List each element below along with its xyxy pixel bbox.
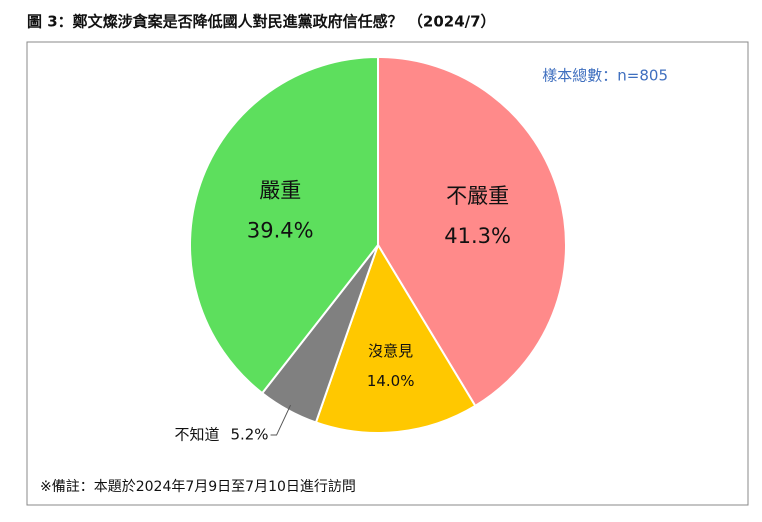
category-label: 不知道 bbox=[175, 426, 220, 444]
category-label: 沒意見 bbox=[368, 342, 413, 360]
category-label: 不嚴重 bbox=[446, 184, 509, 208]
chart-title: 圖 3：鄭文燦涉貪案是否降低國人對民進黨政府信任感？ （2024/7） bbox=[27, 13, 496, 31]
slice-label: 41.3% bbox=[444, 224, 511, 248]
slice-label: 39.4% bbox=[247, 218, 314, 242]
category-label: 嚴重 bbox=[259, 178, 301, 202]
slice-label: 14.0% bbox=[367, 372, 415, 390]
sample-note: 樣本總數：n=805 bbox=[542, 67, 668, 85]
slice-label: 5.2% bbox=[230, 426, 268, 444]
footnote: ※備註：本題於2024年7月9日至7月10日進行訪問 bbox=[40, 479, 356, 495]
